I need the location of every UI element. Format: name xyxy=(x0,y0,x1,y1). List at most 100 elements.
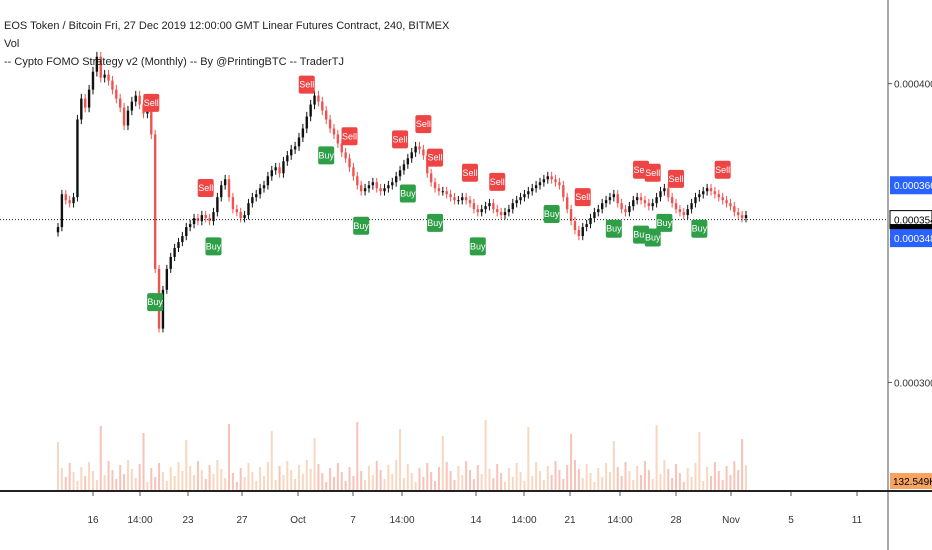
y-tick-label: 0.0003000 xyxy=(894,378,932,389)
candle-body xyxy=(282,161,285,174)
volume-bar xyxy=(523,481,526,490)
candle-body xyxy=(212,212,215,222)
sell-signal-box xyxy=(668,169,685,188)
sell-signal: Sell xyxy=(714,160,731,179)
candle-body xyxy=(453,197,456,201)
volume-bar xyxy=(550,475,553,490)
price-tag: 0.0003660 xyxy=(890,176,932,195)
candle-body xyxy=(655,197,658,204)
volume-bar xyxy=(733,461,736,490)
volume-bar xyxy=(387,465,390,490)
volume-bar xyxy=(208,465,211,490)
candle-body xyxy=(713,191,717,195)
volume-bar xyxy=(585,464,588,490)
candle-body xyxy=(600,203,604,210)
candle-body xyxy=(64,194,67,201)
candle-body xyxy=(406,158,410,165)
sell-signal-box xyxy=(143,93,160,112)
sell-signal-label: Sell xyxy=(428,153,443,163)
volume-bar xyxy=(367,466,370,490)
candle-body xyxy=(441,191,445,193)
volume-bar xyxy=(239,468,242,490)
chart-title: EOS Token / Bitcoin Fri, 27 Dec 2019 12:… xyxy=(4,20,450,32)
volume-bar xyxy=(364,480,367,490)
candle-body xyxy=(705,188,709,192)
x-tick-label: 14:00 xyxy=(607,515,632,526)
candle-body xyxy=(188,224,192,228)
candle-body xyxy=(725,200,728,204)
candle-body xyxy=(255,194,258,198)
candle-body xyxy=(418,146,421,150)
volume-bar xyxy=(91,471,94,490)
volume-bar xyxy=(422,477,425,490)
volume-bar xyxy=(472,479,475,490)
volume-bar xyxy=(173,476,176,490)
buy-signal-label: Buy xyxy=(606,224,622,234)
candle-body xyxy=(527,191,530,195)
candle-body xyxy=(383,188,386,192)
candle-body xyxy=(651,203,654,207)
candle-body xyxy=(744,215,748,219)
volume-bar xyxy=(399,429,402,490)
volume-bar xyxy=(612,441,615,490)
volume-bar xyxy=(76,481,79,490)
buy-signal-label: Buy xyxy=(318,150,334,160)
volume-bar xyxy=(608,472,611,490)
candle-body xyxy=(414,146,417,153)
candle-body xyxy=(278,167,281,174)
candle-body xyxy=(367,185,371,189)
buy-signal: Buy xyxy=(353,216,369,235)
candle-body xyxy=(484,206,487,210)
volume-bar xyxy=(616,467,619,490)
candle-body xyxy=(562,185,565,198)
candle-body xyxy=(122,107,126,126)
candle-body xyxy=(449,194,452,198)
candle-body xyxy=(297,137,301,147)
candle-body xyxy=(542,179,546,183)
candle-body xyxy=(534,185,538,189)
volume-bar xyxy=(605,463,608,490)
candle-body xyxy=(169,256,172,269)
sell-signal-box xyxy=(341,127,358,146)
buy-signal: Buy xyxy=(318,146,334,165)
buy-signal: Buy xyxy=(147,293,163,312)
volume-bar xyxy=(95,480,98,490)
volume-bar xyxy=(294,479,297,490)
candle-body xyxy=(313,95,316,105)
sell-signal: Sell xyxy=(462,163,479,182)
candle-body xyxy=(84,98,87,108)
candle-body xyxy=(317,95,320,102)
buy-signal-label: Buy xyxy=(353,221,369,231)
buy-signal-label: Buy xyxy=(147,297,163,307)
candle-body xyxy=(569,209,573,222)
volume-bar xyxy=(414,482,417,490)
buy-signal-label: Buy xyxy=(657,218,673,228)
buy-signal-box xyxy=(656,213,673,232)
candle-body xyxy=(702,191,705,195)
candle-body xyxy=(266,176,270,186)
candle-body xyxy=(612,194,616,198)
candle-body xyxy=(227,179,231,198)
candle-body xyxy=(68,200,71,204)
volume-bar xyxy=(107,461,110,490)
candle-body xyxy=(472,203,476,210)
sell-signal-label: Sell xyxy=(299,80,314,90)
volume-bar xyxy=(597,468,600,490)
volume-bar xyxy=(231,473,234,490)
candle-body xyxy=(80,98,83,120)
x-tick-label: 11 xyxy=(852,515,863,526)
volume-bar xyxy=(577,469,580,490)
volume-bar xyxy=(725,466,728,490)
volume-bar xyxy=(115,479,118,490)
candle-body xyxy=(363,188,367,192)
volume-bar xyxy=(196,461,199,490)
candle-body xyxy=(126,110,130,126)
volume-bar xyxy=(675,464,678,490)
candle-body xyxy=(348,158,351,168)
candle-body xyxy=(733,206,736,213)
volume-bar xyxy=(449,471,452,490)
volume-bar xyxy=(220,469,223,490)
volume-bar xyxy=(251,472,254,490)
candle-body xyxy=(507,209,511,213)
